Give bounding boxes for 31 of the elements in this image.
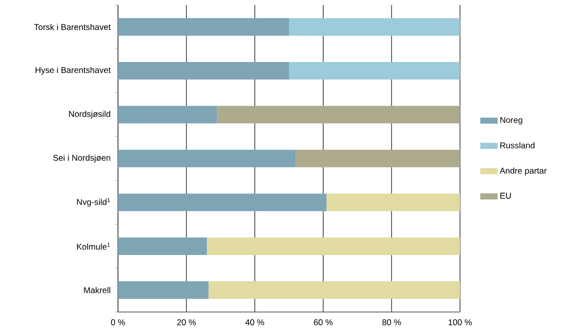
bar	[118, 237, 207, 255]
legend-label: Andre partar	[500, 167, 547, 176]
bar	[118, 194, 327, 212]
legend-label: Russland	[500, 142, 534, 148]
bar	[289, 18, 460, 36]
y-tick-label: Kolmule$^{1}$	[77, 242, 110, 250]
x-tick-label: 60 %	[314, 319, 333, 326]
x-tick-label: 100 %	[448, 319, 472, 326]
bar	[118, 150, 296, 168]
bar	[217, 106, 460, 124]
legend-label: EU	[500, 192, 511, 199]
bar	[206, 237, 460, 255]
x-tick-label: 80 %	[382, 319, 401, 326]
bar	[289, 62, 460, 80]
x-tick-label: 40 %	[245, 319, 264, 326]
y-tick-label: Makrell	[84, 286, 110, 294]
legend-label: Noreg	[500, 117, 522, 125]
bar	[296, 150, 460, 168]
bar	[118, 281, 209, 299]
y-tick-label: Hyse i Barentshavet	[36, 66, 111, 75]
bar	[208, 281, 460, 299]
bar	[118, 18, 289, 36]
x-tick-label: 20 %	[177, 319, 196, 326]
y-tick-label: Sei i Nordsjøen	[53, 154, 110, 162]
bar	[118, 106, 218, 124]
y-tick-label: Nvg-sild$^{1}$	[77, 198, 110, 207]
bar	[118, 62, 289, 80]
y-tick-label: Torsk i Barentshavet	[34, 24, 111, 30]
bar	[326, 194, 460, 212]
x-tick-label: 0 %	[111, 319, 125, 326]
y-tick-label: Nordsjøsild	[69, 110, 110, 119]
